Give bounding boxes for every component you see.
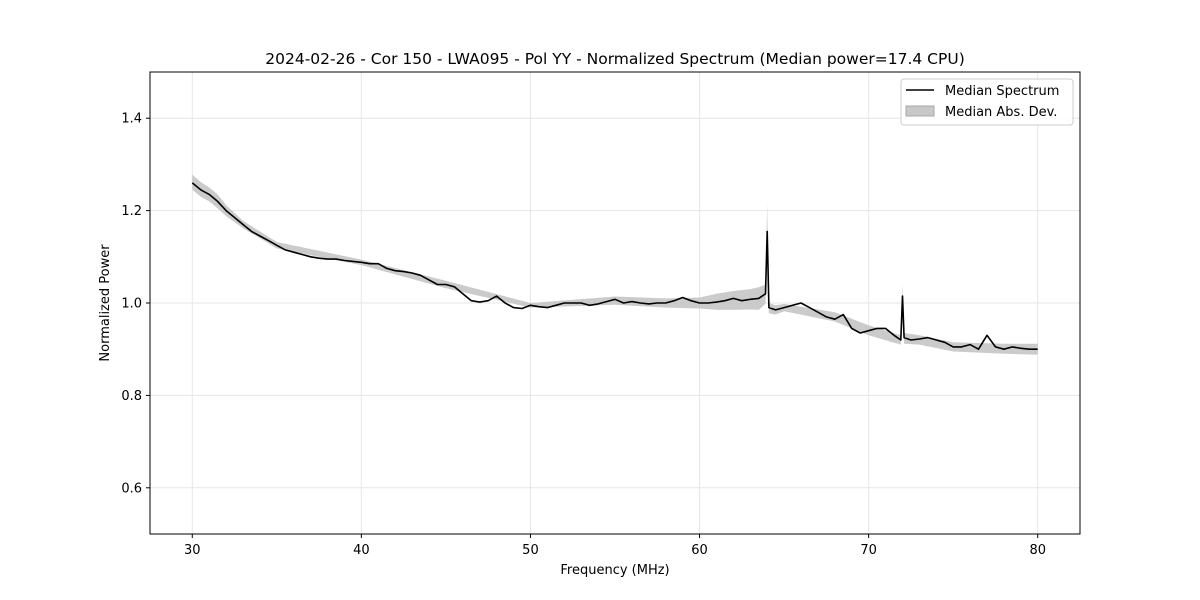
y-tick-label: 0.8: [121, 389, 142, 404]
y-axis-ticks: 0.6 0.8 1.0 1.2 1.4: [121, 112, 150, 496]
x-tick-label: 40: [353, 543, 370, 558]
x-tick-label: 50: [522, 543, 539, 558]
x-tick-label: 70: [860, 543, 877, 558]
median-line-layer: [191, 182, 1038, 351]
mad-band-layer: [192, 174, 1038, 355]
x-tick-label: 80: [1029, 543, 1046, 558]
x-tick-label: 30: [184, 543, 201, 558]
chart-title: 2024-02-26 - Cor 150 - LWA095 - Pol YY -…: [265, 50, 965, 68]
x-axis-ticks: 30 40 50 60 70 80: [184, 534, 1046, 558]
legend-label-median-abs-dev: Median Abs. Dev.: [945, 105, 1057, 120]
legend-label-median-spectrum: Median Spectrum: [945, 84, 1059, 99]
x-axis-label: Frequency (MHz): [560, 563, 669, 578]
median-abs-dev-band: [192, 174, 1038, 355]
median-spectrum-line: [191, 182, 1038, 351]
legend: Median Spectrum Median Abs. Dev.: [900, 78, 1074, 126]
y-axis-label: Normalized Power: [98, 244, 113, 362]
y-tick-label: 1.4: [121, 112, 142, 127]
legend-band-swatch: [905, 105, 935, 117]
legend-box: [900, 78, 1074, 126]
y-tick-label: 1.0: [121, 297, 142, 312]
y-tick-label: 1.2: [121, 204, 142, 219]
y-tick-label: 0.6: [121, 481, 142, 496]
x-tick-label: 60: [691, 543, 708, 558]
